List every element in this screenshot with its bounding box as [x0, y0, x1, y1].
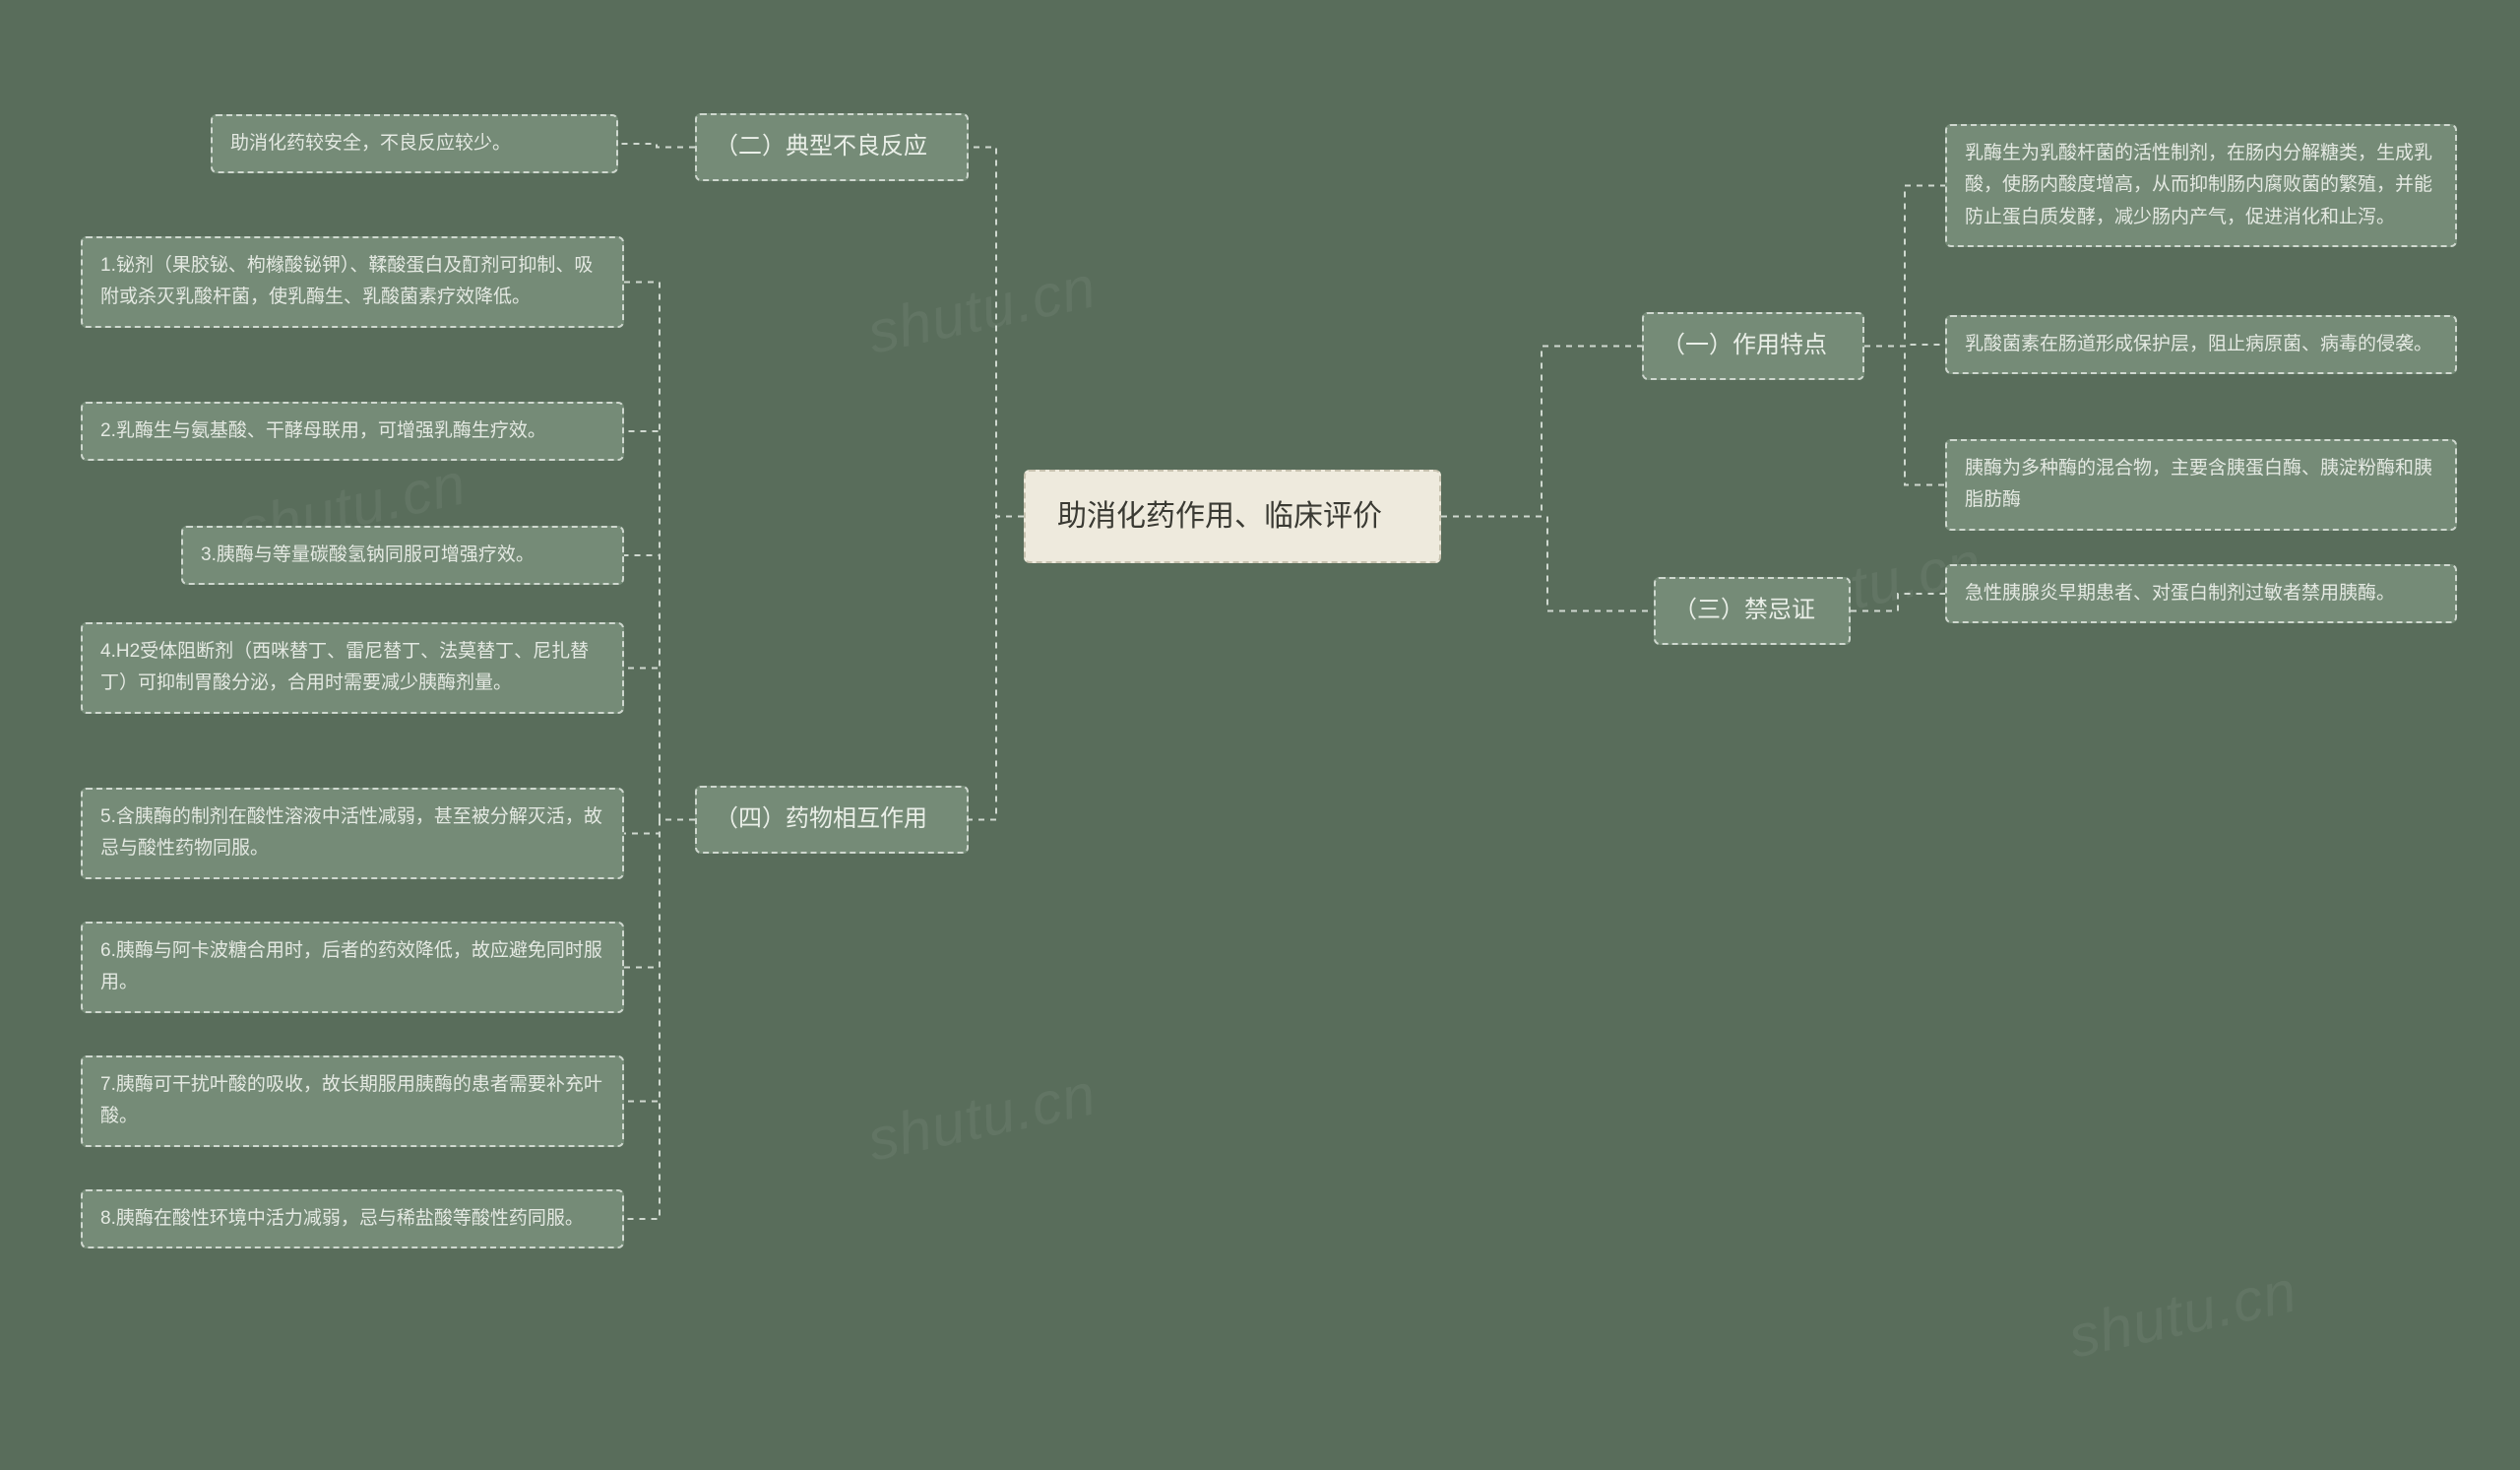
watermark: shutu.cn — [2062, 1256, 2302, 1371]
leaf-r1-2: 胰酶为多种酶的混合物，主要含胰蛋白酶、胰淀粉酶和胰脂肪酶 — [1945, 439, 2457, 531]
leaf-r1-0: 乳酶生为乳酸杆菌的活性制剂，在肠内分解糖类，生成乳酸，使肠内酸度增高，从而抑制肠… — [1945, 124, 2457, 247]
center-node: 助消化药作用、临床评价 — [1024, 470, 1441, 563]
leaf-l4-6: 7.胰酶可干扰叶酸的吸收，故长期服用胰酶的患者需要补充叶酸。 — [81, 1055, 624, 1147]
leaf-l4-1: 2.乳酶生与氨基酸、干酵母联用，可增强乳酶生疗效。 — [81, 402, 624, 461]
leaf-r1-1: 乳酸菌素在肠道形成保护层，阻止病原菌、病毒的侵袭。 — [1945, 315, 2457, 374]
leaf-l2-0: 助消化药较安全，不良反应较少。 — [211, 114, 618, 173]
watermark: shutu.cn — [861, 252, 1102, 366]
leaf-l4-0: 1.铋剂（果胶铋、枸橼酸铋钾）、鞣酸蛋白及酊剂可抑制、吸附或杀灭乳酸杆菌，使乳酶… — [81, 236, 624, 328]
leaf-l4-2: 3.胰酶与等量碳酸氢钠同服可增强疗效。 — [181, 526, 624, 585]
watermark: shutu.cn — [861, 1059, 1102, 1174]
branch-r3: （三）禁忌证 — [1654, 577, 1851, 645]
leaf-l4-5: 6.胰酶与阿卡波糖合用时，后者的药效降低，故应避免同时服用。 — [81, 922, 624, 1013]
leaf-l4-4: 5.含胰酶的制剂在酸性溶液中活性减弱，甚至被分解灭活，故忌与酸性药物同服。 — [81, 788, 624, 879]
leaf-r3-0: 急性胰腺炎早期患者、对蛋白制剂过敏者禁用胰酶。 — [1945, 564, 2457, 623]
branch-l2: （二）典型不良反应 — [695, 113, 969, 181]
leaf-l4-3: 4.H2受体阻断剂（西咪替丁、雷尼替丁、法莫替丁、尼扎替丁）可抑制胃酸分泌，合用… — [81, 622, 624, 714]
branch-l4: （四）药物相互作用 — [695, 786, 969, 854]
leaf-l4-7: 8.胰酶在酸性环境中活力减弱，忌与稀盐酸等酸性药同服。 — [81, 1189, 624, 1248]
branch-r1: （一）作用特点 — [1642, 312, 1864, 380]
